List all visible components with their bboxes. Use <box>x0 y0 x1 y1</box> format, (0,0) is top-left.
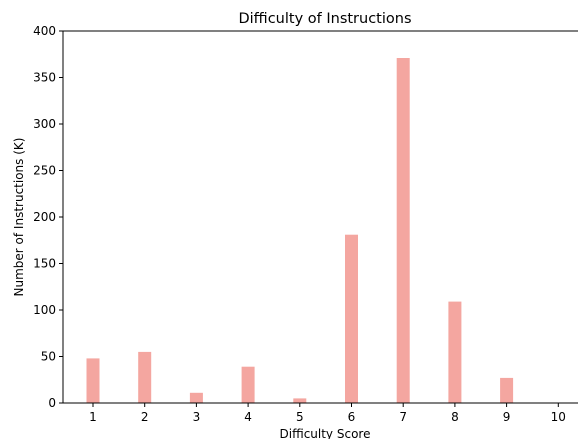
x-axis-label: Difficulty Score <box>280 427 371 439</box>
bars-layer <box>86 58 514 403</box>
chart-title: Difficulty of Instructions <box>238 11 411 27</box>
x-tick-label: 6 <box>348 410 356 424</box>
y-axis: 0 50 100 150 200 250 300 350 400 <box>33 24 63 410</box>
y-tick-label: 150 <box>33 257 56 271</box>
bar-score-1 <box>86 358 100 403</box>
x-tick-label: 7 <box>399 410 407 424</box>
y-tick-label: 0 <box>48 396 56 410</box>
y-tick-label: 250 <box>33 164 56 178</box>
bar-score-9 <box>500 377 514 403</box>
x-tick-label: 3 <box>193 410 201 424</box>
x-tick-label: 9 <box>503 410 511 424</box>
y-tick-label: 50 <box>41 350 56 364</box>
bar-score-7 <box>396 58 410 403</box>
x-tick-label: 5 <box>296 410 304 424</box>
x-tick-label: 8 <box>451 410 459 424</box>
y-tick-label: 200 <box>33 210 56 224</box>
y-tick-label: 350 <box>33 71 56 85</box>
x-tick-label: 10 <box>551 410 566 424</box>
y-tick-label: 400 <box>33 24 56 38</box>
x-tick-label: 1 <box>89 410 97 424</box>
x-tick-label: 4 <box>244 410 252 424</box>
bar-score-5 <box>293 398 307 403</box>
y-tick-label: 300 <box>33 117 56 131</box>
bar-score-3 <box>189 392 203 403</box>
bar-score-4 <box>241 366 255 403</box>
x-tick-label: 2 <box>141 410 149 424</box>
bar-score-6 <box>345 234 358 403</box>
bar-score-2 <box>138 351 152 403</box>
y-tick-label: 100 <box>33 303 56 317</box>
x-axis: 1 2 3 4 5 6 7 8 9 10 <box>89 403 566 424</box>
y-axis-label: Number of Instructions (K) <box>12 138 26 297</box>
bar-score-8 <box>448 301 462 403</box>
